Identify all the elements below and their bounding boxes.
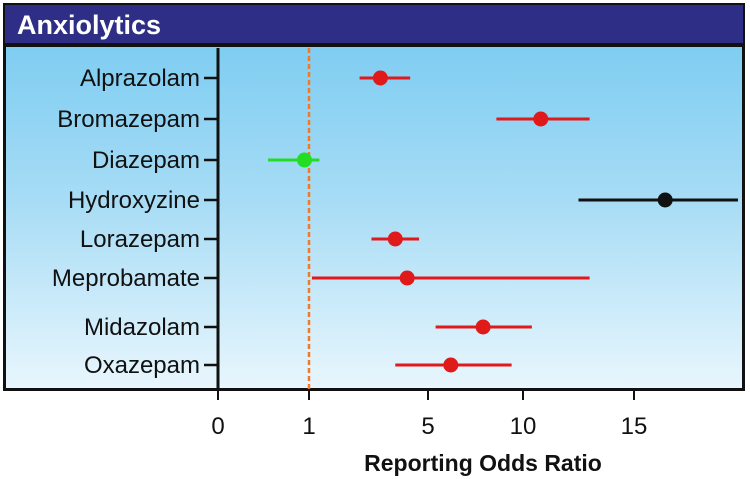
chart-title: Anxiolytics [17,10,162,40]
drug-label-bromazepam: Bromazepam [57,106,200,133]
plot-area [3,45,745,391]
point-oxazepam [443,357,459,373]
x-tick-label: 10 [510,413,537,440]
x-tick-label: 5 [421,413,434,440]
drug-label-oxazepam: Oxazepam [84,352,200,379]
drug-label-meprobamate: Meprobamate [52,265,200,292]
point-diazepam [296,152,312,168]
point-bromazepam [533,111,549,127]
point-alprazolam [372,70,388,86]
drug-label-alprazolam: Alprazolam [80,65,200,92]
drug-label-diazepam: Diazepam [92,147,200,174]
drug-label-midazolam: Midazolam [84,314,200,341]
drug-label-hydroxyzine: Hydroxyzine [68,187,200,214]
x-tick-label: 0 [211,413,224,440]
x-tick-label: 1 [302,413,315,440]
point-hydroxyzine [657,192,673,208]
x-axis-title: Reporting Odds Ratio [364,450,602,476]
drug-label-lorazepam: Lorazepam [80,226,200,253]
x-tick-label: 15 [621,413,648,440]
point-meprobamate [399,270,415,286]
title-bar: Anxiolytics [3,3,745,45]
point-lorazepam [387,231,403,247]
point-midazolam [475,319,491,335]
